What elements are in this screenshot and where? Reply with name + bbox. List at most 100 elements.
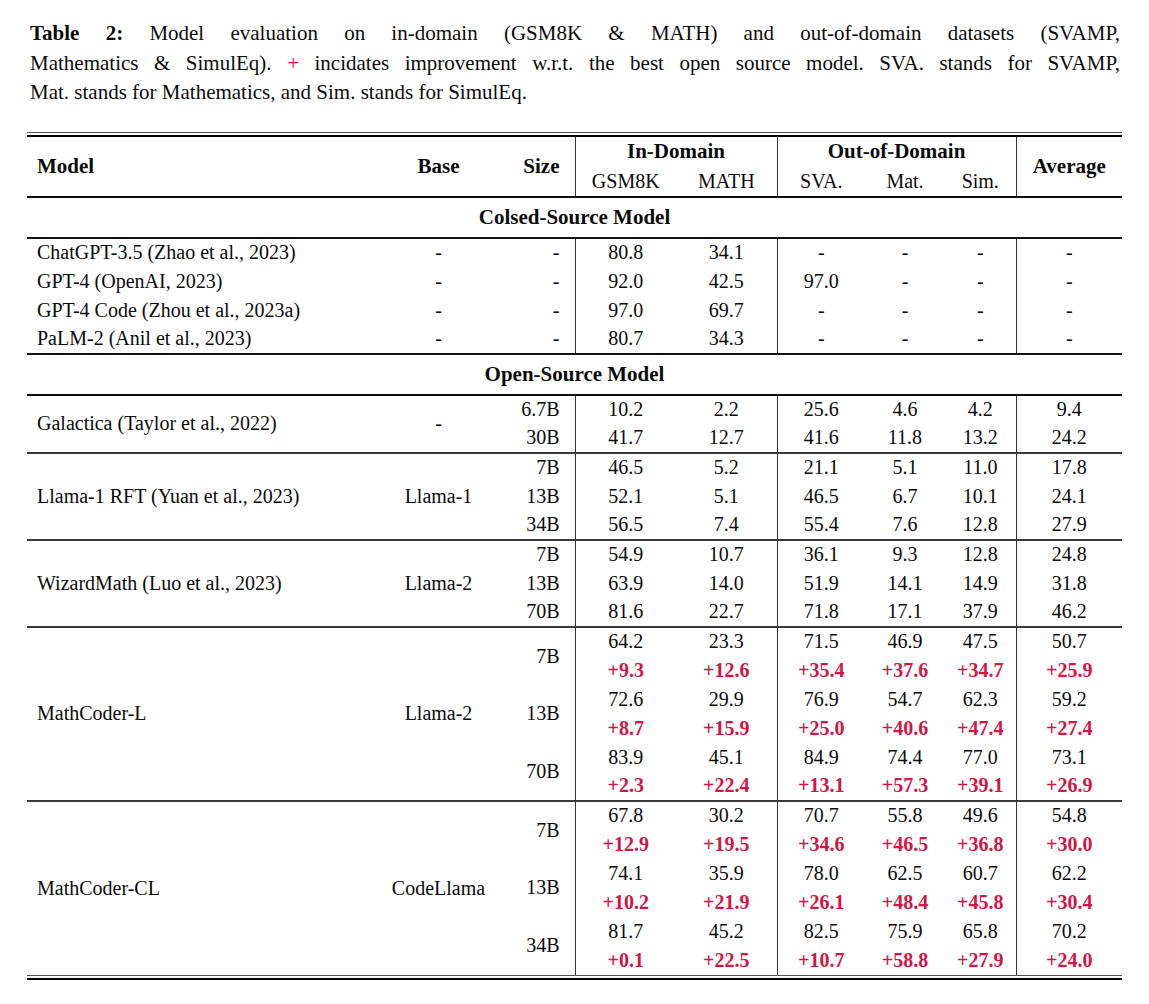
metric-value: 82.5 bbox=[777, 917, 865, 946]
metric-value: - bbox=[865, 325, 945, 354]
metric-value: 46.5 bbox=[777, 482, 865, 511]
size-value: - bbox=[487, 325, 575, 354]
model-name: GPT-4 Code (Zhou et al., 2023a) bbox=[27, 296, 390, 325]
improvement-value: +35.4 bbox=[777, 656, 865, 685]
metric-value: 74.4 bbox=[865, 743, 945, 772]
table-row: Galactica (Taylor et al., 2022)-6.7B10.2… bbox=[27, 395, 1122, 424]
size-value: 6.7B bbox=[487, 395, 575, 424]
caption-line-3: Mat. stands for Mathematics, and Sim. st… bbox=[30, 78, 1120, 108]
col-header-mat: Mat. bbox=[865, 167, 945, 197]
metric-value: - bbox=[1016, 267, 1122, 296]
metric-value: 74.1 bbox=[575, 859, 676, 888]
metric-value: 24.2 bbox=[1016, 424, 1122, 453]
caption-text-3: Mat. stands for Mathematics, and Sim. st… bbox=[30, 80, 527, 104]
improvement-value: +58.8 bbox=[865, 946, 945, 975]
improvement-value: +25.0 bbox=[777, 714, 865, 743]
metric-value: 5.1 bbox=[865, 453, 945, 482]
metric-value: - bbox=[1016, 238, 1122, 267]
metric-value: - bbox=[777, 296, 865, 325]
base-name: - bbox=[390, 238, 487, 267]
size-value: 34B bbox=[487, 511, 575, 540]
size-value: 7B bbox=[487, 540, 575, 569]
metric-value: 31.8 bbox=[1016, 569, 1122, 598]
improvement-value: +13.1 bbox=[777, 772, 865, 801]
improvement-value: +37.6 bbox=[865, 656, 945, 685]
col-header-average: Average bbox=[1016, 137, 1122, 197]
improvement-value: +12.9 bbox=[575, 830, 676, 859]
metric-value: - bbox=[1016, 325, 1122, 354]
metric-value: 80.8 bbox=[575, 238, 676, 267]
metric-value: 47.5 bbox=[945, 627, 1016, 656]
metric-value: 63.9 bbox=[575, 569, 676, 598]
metric-value: 54.7 bbox=[865, 685, 945, 714]
metric-value: 97.0 bbox=[777, 267, 865, 296]
improvement-value: +45.8 bbox=[945, 888, 1016, 917]
improvement-value: +12.6 bbox=[676, 656, 777, 685]
improvement-value: +34.6 bbox=[777, 830, 865, 859]
caption-text-2b: incidates improvement w.r.t. the best op… bbox=[315, 51, 1121, 75]
metric-value: 67.8 bbox=[575, 801, 676, 830]
size-value: 34B bbox=[487, 917, 575, 975]
improvement-value: +25.9 bbox=[1016, 656, 1122, 685]
metric-value: 9.4 bbox=[1016, 395, 1122, 424]
metric-value: 76.9 bbox=[777, 685, 865, 714]
size-value: 70B bbox=[487, 598, 575, 627]
metric-value: 62.3 bbox=[945, 685, 1016, 714]
improvement-value: +10.2 bbox=[575, 888, 676, 917]
base-name: Llama-2 bbox=[390, 627, 487, 801]
metric-value: 45.2 bbox=[676, 917, 777, 946]
metric-value: 64.2 bbox=[575, 627, 676, 656]
base-name: - bbox=[390, 296, 487, 325]
metric-value: 80.7 bbox=[575, 325, 676, 354]
base-name: - bbox=[390, 325, 487, 354]
table-row: Llama-1 RFT (Yuan et al., 2023)Llama-17B… bbox=[27, 453, 1122, 482]
col-header-math: MATH bbox=[676, 167, 777, 197]
metric-value: 92.0 bbox=[575, 267, 676, 296]
col-header-size: Size bbox=[487, 137, 575, 197]
metric-value: 11.0 bbox=[945, 453, 1016, 482]
col-header-model: Model bbox=[27, 137, 390, 197]
improvement-value: +39.1 bbox=[945, 772, 1016, 801]
metric-value: 84.9 bbox=[777, 743, 865, 772]
metric-value: - bbox=[865, 296, 945, 325]
table-row: MathCoder-LLlama-27B64.223.371.546.947.5… bbox=[27, 627, 1122, 656]
metric-value: 22.7 bbox=[676, 598, 777, 627]
metric-value: 34.1 bbox=[676, 238, 777, 267]
caption-text-2a: Mathematics & SimulEq). bbox=[30, 51, 272, 75]
metric-value: 41.7 bbox=[575, 424, 676, 453]
metric-value: - bbox=[865, 267, 945, 296]
metric-value: 5.1 bbox=[676, 482, 777, 511]
metric-value: 62.2 bbox=[1016, 859, 1122, 888]
metric-value: 2.2 bbox=[676, 395, 777, 424]
improvement-value: +22.5 bbox=[676, 946, 777, 975]
size-value: 13B bbox=[487, 482, 575, 511]
metric-value: 4.6 bbox=[865, 395, 945, 424]
metric-value: 78.0 bbox=[777, 859, 865, 888]
metric-value: 14.0 bbox=[676, 569, 777, 598]
caption-text-1: Model evaluation on in-domain (GSM8K & M… bbox=[149, 21, 1120, 45]
table-row: ChatGPT-3.5 (Zhao et al., 2023)--80.834.… bbox=[27, 238, 1122, 267]
section-title: Colsed-Source Model bbox=[27, 197, 1122, 238]
base-name: Llama-2 bbox=[390, 540, 487, 627]
table-row: WizardMath (Luo et al., 2023)Llama-27B54… bbox=[27, 540, 1122, 569]
metric-value: 14.9 bbox=[945, 569, 1016, 598]
model-name: Galactica (Taylor et al., 2022) bbox=[27, 395, 390, 453]
improvement-value: +27.9 bbox=[945, 946, 1016, 975]
metric-value: 29.9 bbox=[676, 685, 777, 714]
metric-value: 50.7 bbox=[1016, 627, 1122, 656]
metric-value: 13.2 bbox=[945, 424, 1016, 453]
improvement-value: +26.9 bbox=[1016, 772, 1122, 801]
metric-value: 83.9 bbox=[575, 743, 676, 772]
improvement-value: +36.8 bbox=[945, 830, 1016, 859]
model-name: WizardMath (Luo et al., 2023) bbox=[27, 540, 390, 627]
metric-value: 46.9 bbox=[865, 627, 945, 656]
metric-value: 65.8 bbox=[945, 917, 1016, 946]
metric-value: 25.6 bbox=[777, 395, 865, 424]
metric-value: 71.8 bbox=[777, 598, 865, 627]
metric-value: 23.3 bbox=[676, 627, 777, 656]
size-value: - bbox=[487, 238, 575, 267]
metric-value: 51.9 bbox=[777, 569, 865, 598]
metric-value: 12.8 bbox=[945, 511, 1016, 540]
metric-value: 21.1 bbox=[777, 453, 865, 482]
model-name: MathCoder-CL bbox=[27, 801, 390, 975]
